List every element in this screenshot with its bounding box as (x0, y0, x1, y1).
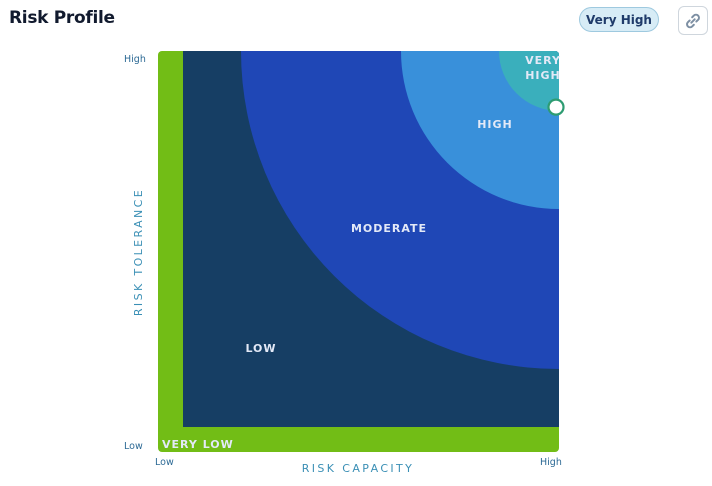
x-axis-high-label: High (540, 457, 562, 468)
zone-label-very-high-line1: VERY (525, 54, 561, 67)
link-icon (686, 13, 700, 28)
zone-label-very-high-line2: HIGH (525, 69, 561, 82)
zone-high (401, 51, 559, 209)
risk-level-badge: Very High (579, 7, 659, 32)
risk-position-marker (547, 98, 565, 116)
zone-label-very-low: VERY LOW (162, 438, 234, 451)
zone-label-high: HIGH (477, 118, 513, 131)
zone-label-low: LOW (245, 342, 276, 355)
x-axis-title: RISK CAPACITY (302, 462, 415, 475)
y-axis-high-label: High (124, 54, 146, 65)
copy-link-button[interactable] (678, 6, 708, 35)
x-axis-low-label: Low (155, 457, 174, 468)
y-axis-low-label: Low (124, 441, 143, 452)
zone-moderate (241, 51, 559, 369)
page-title: Risk Profile (9, 8, 115, 28)
zone-very-high (499, 51, 559, 111)
y-axis-title: RISK TOLERANCE (132, 188, 145, 316)
zone-label-moderate: MODERATE (351, 222, 427, 235)
